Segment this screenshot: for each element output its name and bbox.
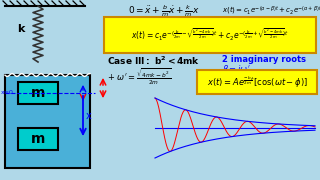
Text: $0 = \ddot{x} + \frac{b}{m}\dot{x} + \frac{k}{m}x$: $0 = \ddot{x} + \frac{b}{m}\dot{x} + \fr…	[128, 4, 199, 19]
FancyBboxPatch shape	[5, 75, 90, 168]
FancyBboxPatch shape	[18, 128, 58, 150]
Text: $x(t)=c_1e^{-(\alpha-\beta)t}+c_2e^{-(\alpha+\beta)t}$: $x(t)=c_1e^{-(\alpha-\beta)t}+c_2e^{-(\a…	[222, 4, 320, 16]
Text: x: x	[86, 111, 92, 121]
Text: $x(t)=c_1e^{-(\frac{b}{2m}-\sqrt{\frac{b^2-4mk}{2m}})t}+c_2e^{-(\frac{b}{2m}+\sq: $x(t)=c_1e^{-(\frac{b}{2m}-\sqrt{\frac{b…	[131, 27, 289, 43]
Text: m: m	[31, 86, 45, 100]
Text: m: m	[31, 132, 45, 146]
Text: 2 imaginary roots: 2 imaginary roots	[222, 55, 306, 64]
Text: $+\ \omega^{\prime} = \frac{\sqrt{4mk-b^2}}{2m}$: $+\ \omega^{\prime} = \frac{\sqrt{4mk-b^…	[107, 67, 171, 87]
FancyBboxPatch shape	[197, 70, 317, 94]
Text: $\mathbf{Case\ III:\ b^2 < 4mk}$: $\mathbf{Case\ III:\ b^2 < 4mk}$	[107, 55, 200, 67]
FancyBboxPatch shape	[18, 82, 58, 104]
Text: x=0: x=0	[1, 91, 14, 96]
FancyBboxPatch shape	[104, 17, 316, 53]
Text: k: k	[17, 24, 24, 34]
Text: $\beta = i\omega^{\prime}$: $\beta = i\omega^{\prime}$	[222, 63, 251, 76]
Text: $x(t)=Ae^{\frac{-b}{2m}t}[\cos(\omega t-\phi)]$: $x(t)=Ae^{\frac{-b}{2m}t}[\cos(\omega t-…	[206, 74, 308, 90]
